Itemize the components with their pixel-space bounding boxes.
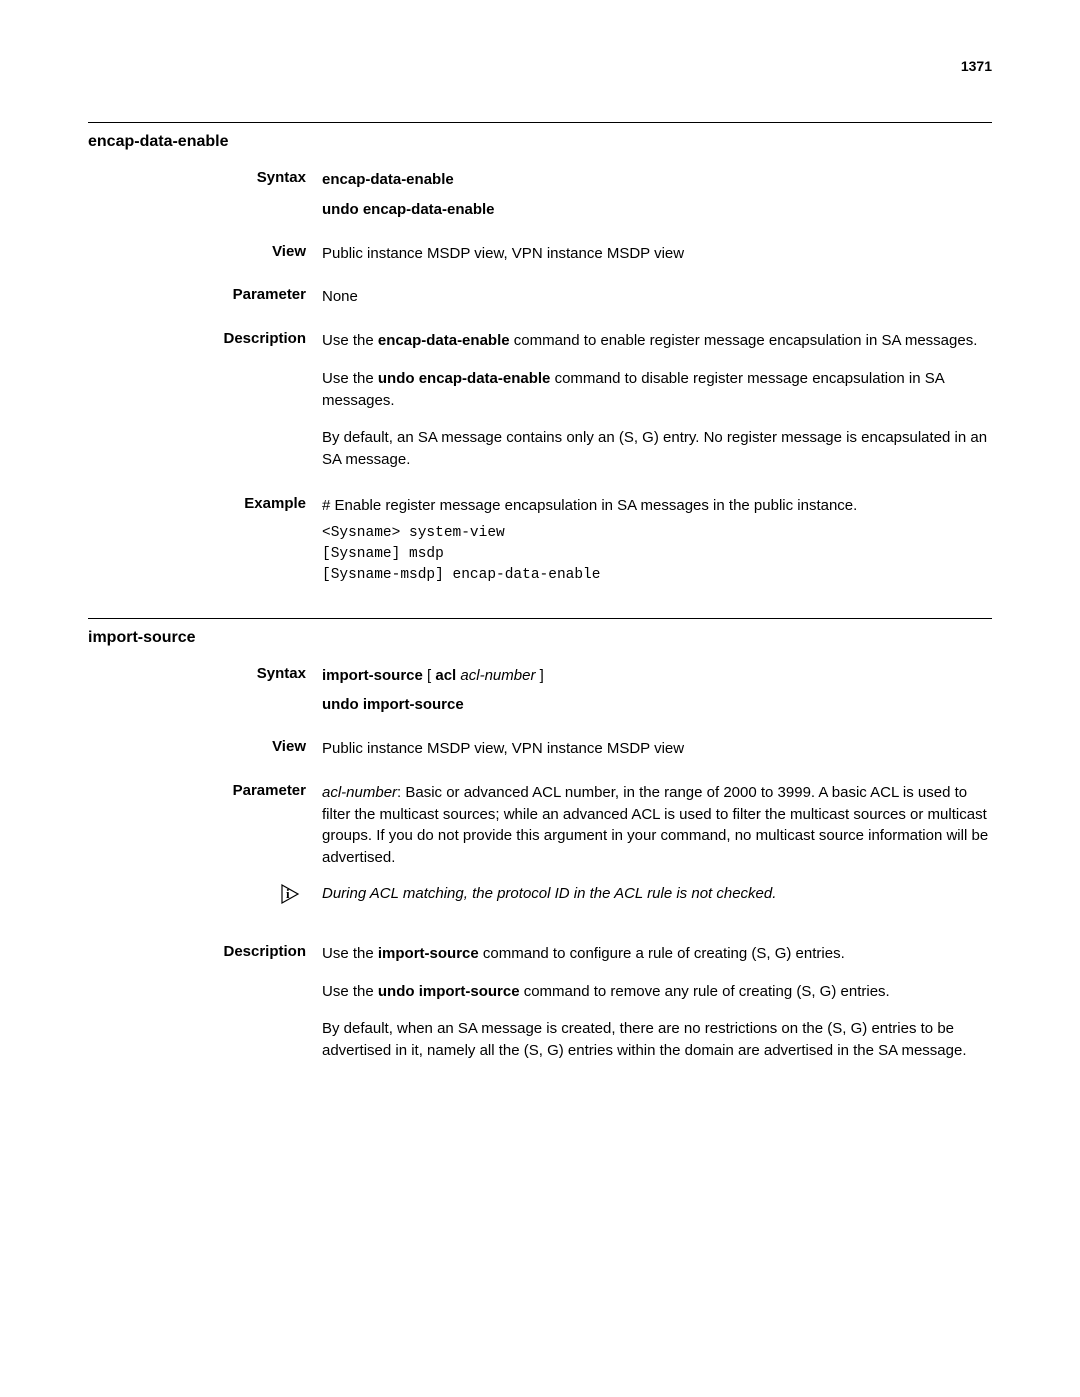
view-text-2: Public instance MSDP view, VPN instance … [322,738,992,760]
syntax-cmd1-1: encap-data-enable [322,171,454,188]
desc2-p1: Use the import-source command to configu… [322,943,992,965]
desc2-p3: By default, when an SA message is create… [322,1018,992,1062]
label-view-1: View [88,243,322,265]
rule-1 [88,122,992,123]
label-example-1: Example [88,495,322,586]
example-text-1: # Enable register message encapsulation … [322,495,992,517]
label-parameter-2: Parameter [88,782,322,869]
page-number: 1371 [88,58,992,74]
view-text-1: Public instance MSDP view, VPN instance … [322,243,992,265]
desc2-p2: Use the undo import-source command to re… [322,981,992,1003]
rule-2 [88,618,992,619]
syntax-cmd2-2: undo import-source [322,696,464,713]
label-syntax-2: Syntax [88,665,322,687]
parameter-text-2: acl-number: Basic or advanced ACL number… [322,782,992,869]
label-description-2: Description [88,943,322,1062]
desc1-p3: By default, an SA message contains only … [322,427,992,471]
label-view-2: View [88,738,322,760]
desc1-p2: Use the undo encap-data-enable command t… [322,368,992,412]
label-parameter-1: Parameter [88,286,322,308]
svg-text:i: i [286,886,290,901]
info-icon: i [88,883,322,909]
label-description-1: Description [88,330,322,471]
label-syntax-1: Syntax [88,169,322,191]
syntax-cmd2-1: undo encap-data-enable [322,201,495,218]
note-text: During ACL matching, the protocol ID in … [322,883,992,909]
section-title-import: import-source [88,629,992,647]
example-code-1: <Sysname> system-view [Sysname] msdp [Sy… [322,523,992,586]
parameter-text-1: None [322,286,992,308]
desc1-p1: Use the encap-data-enable command to ena… [322,330,992,352]
syntax-cmd1-2: import-source [ acl acl-number ] [322,665,992,687]
section-title-encap: encap-data-enable [88,133,992,151]
